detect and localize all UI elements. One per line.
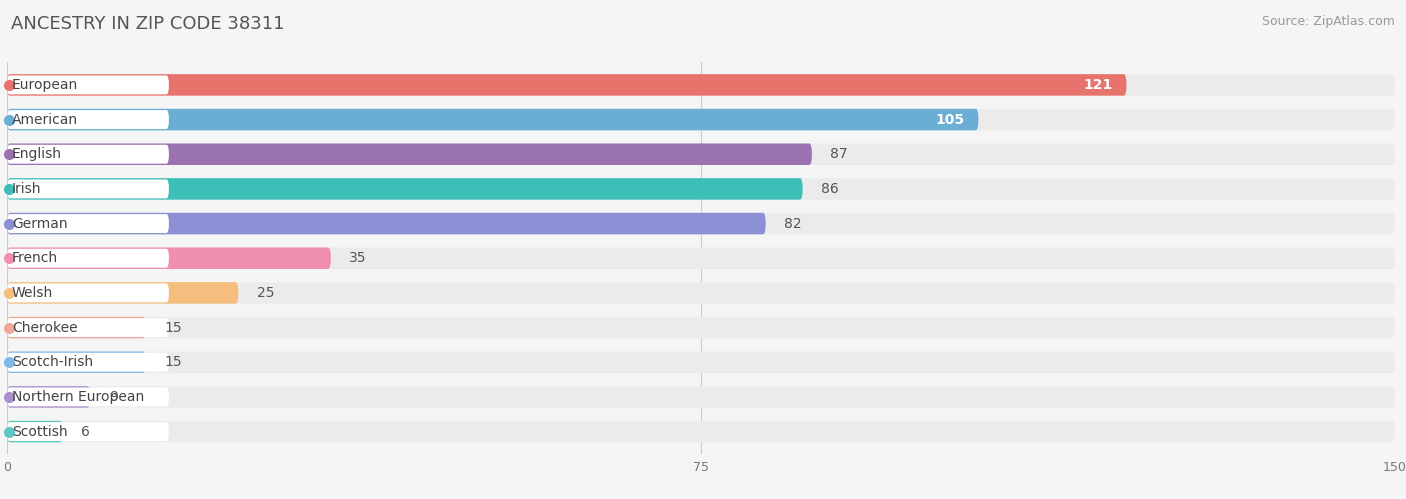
Text: ANCESTRY IN ZIP CODE 38311: ANCESTRY IN ZIP CODE 38311: [11, 15, 285, 33]
Text: 15: 15: [165, 355, 181, 369]
Text: English: English: [11, 147, 62, 161]
FancyBboxPatch shape: [7, 317, 1395, 338]
FancyBboxPatch shape: [7, 386, 90, 408]
Text: 105: 105: [935, 113, 965, 127]
FancyBboxPatch shape: [7, 110, 169, 129]
FancyBboxPatch shape: [7, 213, 1395, 235]
FancyBboxPatch shape: [7, 282, 1395, 304]
FancyBboxPatch shape: [7, 74, 1395, 96]
FancyBboxPatch shape: [7, 180, 169, 199]
Text: German: German: [11, 217, 67, 231]
Text: European: European: [11, 78, 79, 92]
FancyBboxPatch shape: [7, 75, 169, 94]
FancyBboxPatch shape: [7, 214, 169, 233]
FancyBboxPatch shape: [7, 178, 803, 200]
Text: 15: 15: [165, 320, 181, 334]
FancyBboxPatch shape: [7, 213, 766, 235]
FancyBboxPatch shape: [7, 386, 1395, 408]
FancyBboxPatch shape: [7, 178, 1395, 200]
Text: Source: ZipAtlas.com: Source: ZipAtlas.com: [1261, 15, 1395, 28]
FancyBboxPatch shape: [7, 249, 169, 267]
FancyBboxPatch shape: [7, 351, 146, 373]
Text: 86: 86: [821, 182, 839, 196]
FancyBboxPatch shape: [7, 109, 1395, 130]
FancyBboxPatch shape: [7, 144, 811, 165]
FancyBboxPatch shape: [7, 387, 169, 406]
Text: Northern European: Northern European: [11, 390, 143, 404]
FancyBboxPatch shape: [7, 351, 1395, 373]
FancyBboxPatch shape: [7, 353, 169, 372]
Text: Welsh: Welsh: [11, 286, 53, 300]
Text: American: American: [11, 113, 77, 127]
Text: Scotch-Irish: Scotch-Irish: [11, 355, 93, 369]
Text: 87: 87: [831, 147, 848, 161]
FancyBboxPatch shape: [7, 74, 1126, 96]
FancyBboxPatch shape: [7, 283, 169, 302]
Text: 25: 25: [257, 286, 274, 300]
FancyBboxPatch shape: [7, 109, 979, 130]
Text: 6: 6: [82, 425, 90, 439]
FancyBboxPatch shape: [7, 422, 169, 441]
FancyBboxPatch shape: [7, 145, 169, 164]
Text: Scottish: Scottish: [11, 425, 67, 439]
Text: 9: 9: [108, 390, 118, 404]
Text: 35: 35: [349, 251, 367, 265]
FancyBboxPatch shape: [7, 248, 330, 269]
FancyBboxPatch shape: [7, 282, 239, 304]
Text: Irish: Irish: [11, 182, 41, 196]
FancyBboxPatch shape: [7, 318, 169, 337]
FancyBboxPatch shape: [7, 317, 146, 338]
Text: 82: 82: [785, 217, 801, 231]
Text: Cherokee: Cherokee: [11, 320, 77, 334]
FancyBboxPatch shape: [7, 421, 1395, 442]
FancyBboxPatch shape: [7, 248, 1395, 269]
Text: French: French: [11, 251, 58, 265]
FancyBboxPatch shape: [7, 421, 62, 442]
Text: 121: 121: [1084, 78, 1112, 92]
FancyBboxPatch shape: [7, 144, 1395, 165]
